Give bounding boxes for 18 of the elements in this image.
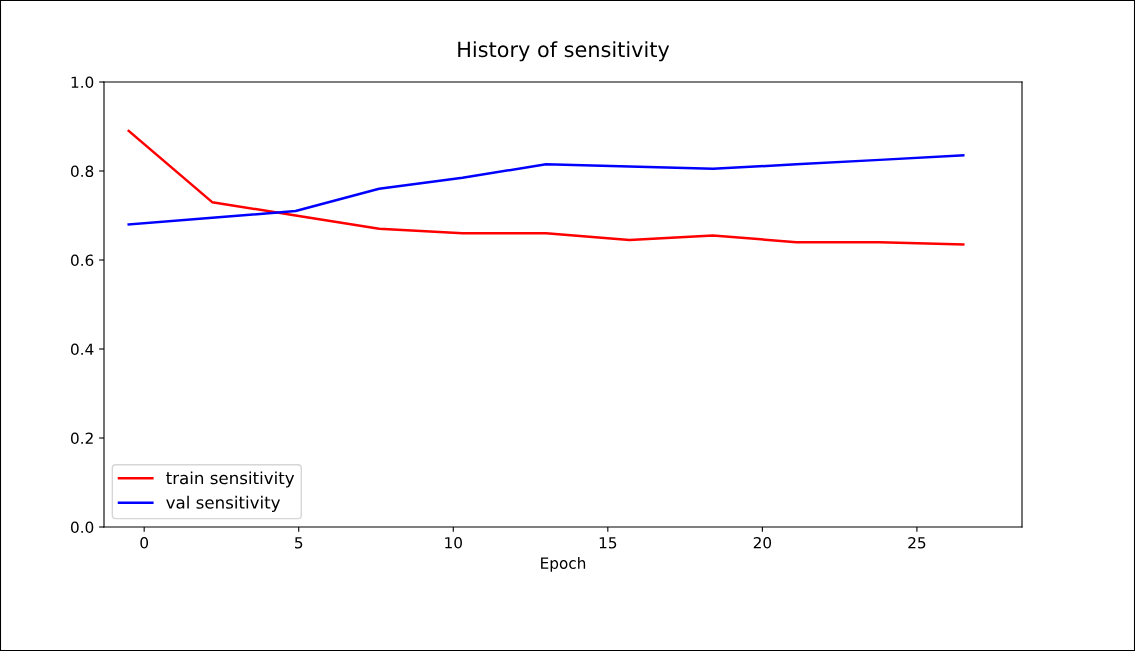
- x-tick-label: 5: [295, 537, 303, 549]
- x-tick-label: 20: [753, 536, 772, 549]
- y-tick-label: 0.8: [70, 165, 94, 178]
- line-series: [127, 129, 965, 246]
- y-tick-label: 1.0: [71, 76, 94, 89]
- y-tick-label: 0.0: [70, 521, 94, 534]
- x-axis-title: Epoch: [541, 557, 586, 572]
- x-tick-label: 10: [445, 536, 462, 549]
- y-tick-label: 0.4: [70, 343, 94, 356]
- chart-title: History of sensitivity: [458, 41, 670, 62]
- y-tick-label: 0.6: [70, 254, 94, 267]
- x-tick-label: 0: [140, 536, 149, 549]
- line-series: [127, 154, 965, 226]
- x-tick-label: 15: [599, 537, 617, 549]
- legend-label: val sensitivity: [166, 495, 281, 512]
- legend-label: train sensitivity: [166, 471, 295, 488]
- x-tick-label: 25: [908, 536, 926, 549]
- y-tick-label: 0.2: [70, 432, 93, 445]
